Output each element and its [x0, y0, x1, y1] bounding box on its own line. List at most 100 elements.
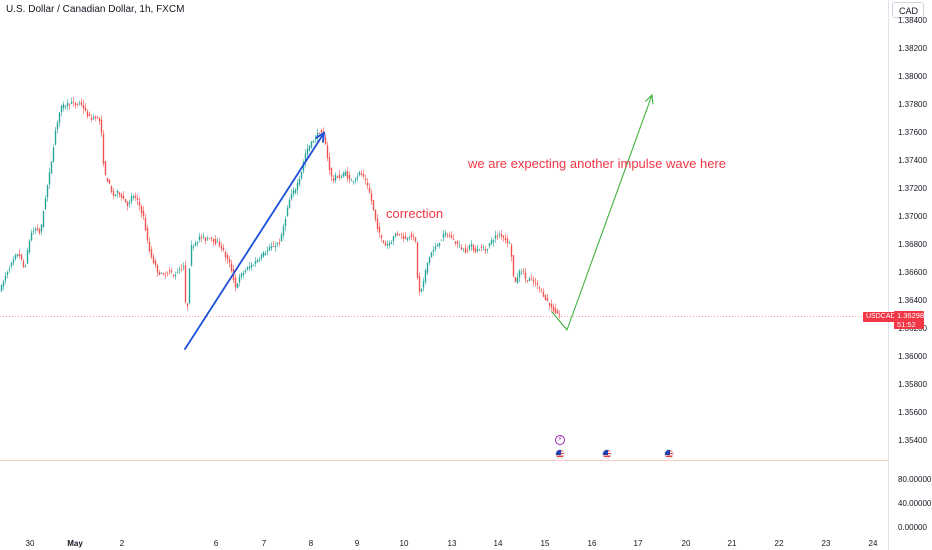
- candle: [396, 231, 399, 237]
- price-tick-label: 1.35600: [898, 408, 927, 417]
- candle: [22, 258, 25, 269]
- candle: [510, 242, 513, 262]
- candle: [310, 140, 313, 149]
- us-flag-icon[interactable]: [602, 449, 612, 459]
- time-tick-label: 7: [261, 539, 267, 548]
- candle: [496, 232, 499, 240]
- candle: [108, 179, 111, 185]
- price-tick-label: 1.36000: [898, 352, 927, 361]
- candle: [76, 102, 79, 107]
- candle: [158, 270, 161, 276]
- candle: [450, 231, 453, 239]
- candle: [224, 250, 227, 262]
- candle: [178, 265, 181, 275]
- candle: [340, 174, 343, 179]
- candle: [196, 241, 199, 247]
- candle: [70, 97, 73, 104]
- candle: [394, 232, 397, 239]
- candle: [430, 251, 433, 258]
- candle: [174, 271, 177, 280]
- candle: [266, 246, 269, 256]
- candle: [256, 258, 259, 263]
- candle: [498, 231, 501, 239]
- candle: [512, 255, 515, 279]
- time-tick-label: 10: [399, 539, 409, 548]
- price-tick-label: 1.37800: [898, 100, 927, 109]
- candle: [274, 241, 277, 252]
- candle: [336, 175, 339, 179]
- candle: [528, 275, 531, 282]
- candle: [380, 233, 383, 242]
- currency-selector[interactable]: CAD: [892, 2, 924, 18]
- candle: [276, 241, 279, 247]
- candle: [530, 274, 533, 281]
- candle: [376, 213, 379, 233]
- candle: [12, 256, 15, 266]
- candle: [126, 200, 129, 211]
- candle: [284, 215, 287, 231]
- oscillator-tick-label: 80.00000: [898, 475, 932, 484]
- candle: [88, 111, 91, 117]
- candle: [546, 293, 549, 302]
- candle: [114, 193, 117, 197]
- time-tick-label: 23: [821, 539, 831, 548]
- candle: [304, 149, 307, 168]
- candle: [258, 256, 261, 263]
- lightning-icon[interactable]: ⚡: [555, 435, 565, 445]
- price-tick-label: 1.36600: [898, 268, 927, 277]
- us-flag-icon[interactable]: [664, 449, 674, 459]
- candle: [144, 213, 147, 231]
- candle: [556, 308, 559, 314]
- time-tick-label: 15: [540, 539, 550, 548]
- candle: [240, 272, 243, 280]
- candle: [532, 276, 535, 286]
- candle: [198, 232, 201, 243]
- candle: [290, 189, 293, 201]
- candle: [210, 236, 213, 242]
- oscillator-tick-label: 40.00000: [898, 499, 932, 508]
- candle: [100, 115, 103, 137]
- time-tick-label: 8: [308, 539, 314, 548]
- candle: [242, 270, 245, 279]
- projection-correction-leg[interactable]: [551, 311, 568, 331]
- correction-annotation[interactable]: correction: [386, 206, 444, 221]
- impulse-expectation-annotation[interactable]: we are expecting another impulse wave he…: [468, 156, 726, 171]
- candle: [390, 240, 393, 245]
- candle: [230, 260, 233, 273]
- candle: [98, 117, 101, 125]
- us-flag-icon[interactable]: [555, 449, 565, 459]
- candle: [66, 99, 69, 110]
- candle: [414, 236, 417, 244]
- impulse-wave-line[interactable]: [184, 132, 325, 350]
- projection-wave-line[interactable]: [566, 94, 653, 331]
- candle: [392, 235, 395, 246]
- candle: [154, 259, 157, 269]
- candle: [264, 251, 267, 256]
- candle: [150, 246, 153, 260]
- candle: [558, 310, 561, 319]
- candle: [112, 187, 115, 200]
- candle: [432, 245, 435, 256]
- candle: [406, 236, 409, 242]
- candle: [96, 115, 99, 119]
- candle: [24, 264, 27, 268]
- candle: [434, 242, 437, 252]
- candle: [80, 98, 83, 107]
- candle: [508, 240, 511, 244]
- candle: [506, 235, 509, 248]
- candle: [38, 227, 41, 235]
- candle: [482, 244, 485, 251]
- candle: [536, 280, 539, 290]
- candle: [176, 267, 179, 274]
- candle: [252, 263, 255, 266]
- candle: [52, 144, 55, 163]
- candle: [410, 231, 413, 241]
- candle: [314, 134, 317, 143]
- candle: [428, 256, 431, 266]
- candle: [424, 268, 427, 285]
- candle: [208, 237, 211, 240]
- candle: [166, 271, 169, 277]
- candle: [78, 100, 81, 106]
- candle: [2, 279, 5, 291]
